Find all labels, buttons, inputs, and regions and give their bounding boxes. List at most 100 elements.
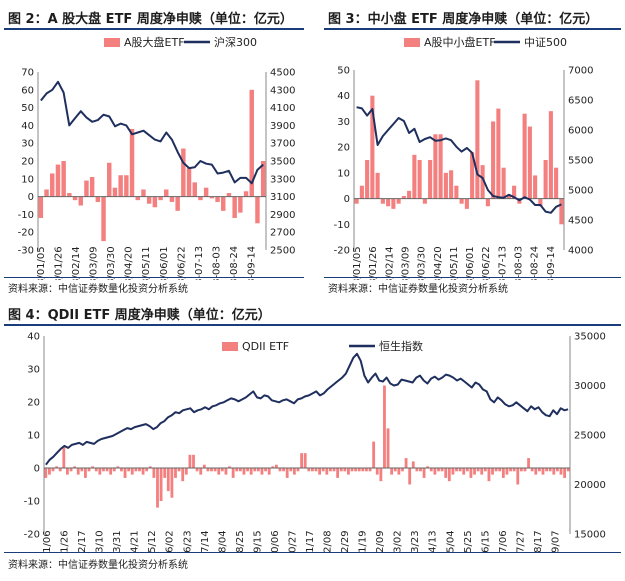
- x-tick-label: 2018/07/06: [498, 530, 509, 552]
- bar: [458, 468, 462, 472]
- bar: [370, 95, 375, 199]
- bar: [145, 468, 149, 472]
- bar: [365, 468, 368, 472]
- bar: [422, 468, 426, 478]
- chart-figure3: -20 -10 0 10 20 30 40 50 4000 4500 5000 5500 6000 650…: [334, 35, 594, 280]
- bar: [325, 468, 329, 475]
- x-tick-label: 2017/02/17: [77, 530, 88, 552]
- bar: [386, 198, 391, 207]
- bar: [62, 446, 66, 468]
- bar: [152, 468, 156, 478]
- bar: [159, 468, 163, 501]
- bar: [264, 468, 267, 472]
- legend-label-bar: A股大盘ETF: [124, 35, 185, 49]
- bar: [109, 468, 113, 475]
- x-tick-label: 2018-08-03: [211, 246, 222, 280]
- bar: [397, 468, 401, 475]
- bar: [422, 198, 427, 204]
- bar: [231, 468, 235, 478]
- index-line: [40, 80, 264, 185]
- chart-figure2: -30 -20 -10 0 10 20 30 40 50 60 70 2500 2700 2900 3100…: [18, 35, 296, 280]
- bar: [455, 468, 458, 472]
- bar: [491, 468, 494, 475]
- bar: [554, 167, 559, 199]
- bar: [164, 189, 169, 197]
- legend-label-line: 恒生指数: [379, 339, 423, 353]
- bar: [238, 468, 242, 472]
- bar: [243, 191, 249, 197]
- bar: [135, 196, 140, 201]
- bar: [303, 453, 307, 468]
- bar: [396, 198, 401, 204]
- bar: [220, 468, 224, 472]
- bar: [181, 148, 186, 197]
- x-tick-label: 2018/06/22: [176, 246, 187, 280]
- y-left-tick-label: 40: [21, 121, 34, 132]
- bar: [192, 454, 195, 468]
- figure2-title: 图 2：A 股大盘 ETF 周度净申赎（单位：亿元）: [8, 12, 293, 27]
- bar: [541, 468, 545, 475]
- x-tick-label: 2018-07-13: [194, 246, 205, 280]
- bar: [102, 468, 105, 472]
- bar: [480, 468, 484, 475]
- x-tick-label: 2017/03/10: [95, 530, 106, 552]
- bar: [329, 468, 332, 472]
- bar: [412, 154, 417, 199]
- x-tick-label: 2018/05/11: [141, 246, 152, 280]
- bar: [359, 185, 364, 199]
- bar: [354, 468, 358, 472]
- bar: [260, 468, 264, 475]
- figure4-title: 图 4：QDII ETF 周度净申赎（单位：亿元）: [8, 308, 271, 323]
- bar: [66, 468, 69, 475]
- x-tick-label: 2018-08-24: [229, 246, 240, 280]
- bar: [87, 468, 91, 472]
- bar: [501, 167, 506, 199]
- bar: [300, 453, 304, 468]
- y-right-tick-label: 6500: [568, 96, 593, 107]
- bar: [188, 454, 192, 468]
- bar: [310, 468, 314, 472]
- y-right-tick-label: 7000: [568, 66, 593, 77]
- x-tick-label: 2017/06/23: [182, 530, 193, 552]
- y-left-tick-label: 20: [27, 398, 40, 409]
- bar: [44, 468, 48, 478]
- bar: [354, 198, 359, 204]
- x-tick-label: 2017/08/04: [217, 530, 228, 552]
- bar: [375, 468, 379, 475]
- y-right-tick-label: 4000: [568, 246, 593, 257]
- bar: [480, 165, 485, 199]
- y-left-tick-label: -10: [24, 497, 40, 508]
- figure3-source: 资料来源：中信证券数量化投资分析系统: [328, 284, 508, 295]
- bar: [533, 175, 538, 199]
- bar: [538, 198, 543, 207]
- bar: [545, 468, 548, 472]
- bar: [73, 466, 77, 468]
- bar: [105, 468, 109, 472]
- x-tick-label: 2017/12/08: [323, 530, 334, 552]
- bar: [61, 161, 66, 197]
- bar: [443, 172, 448, 199]
- bar: [238, 196, 243, 213]
- bar: [267, 468, 271, 475]
- bar: [170, 468, 174, 498]
- x-tick-label: 2018/04/20: [124, 246, 135, 280]
- bar: [253, 468, 257, 472]
- bar: [534, 468, 538, 475]
- bar: [44, 189, 49, 197]
- chart-figure4: -20 -10 0 10 20 30 40 15000 20000 25000 30000 35000…: [24, 332, 606, 553]
- bar: [181, 468, 185, 482]
- y-left-tick-label: 30: [21, 139, 34, 150]
- bar: [543, 160, 548, 199]
- bar: [91, 466, 95, 468]
- bar: [69, 468, 73, 472]
- x-tick-label: 2018/04/13: [428, 530, 439, 552]
- bar: [221, 196, 226, 211]
- bar: [433, 134, 438, 199]
- bar: [509, 468, 512, 472]
- bar: [118, 175, 123, 197]
- bar: [428, 160, 433, 199]
- bar: [419, 468, 422, 472]
- bar: [470, 152, 475, 199]
- y-left-tick-label: 10: [27, 431, 40, 442]
- bar: [282, 468, 285, 472]
